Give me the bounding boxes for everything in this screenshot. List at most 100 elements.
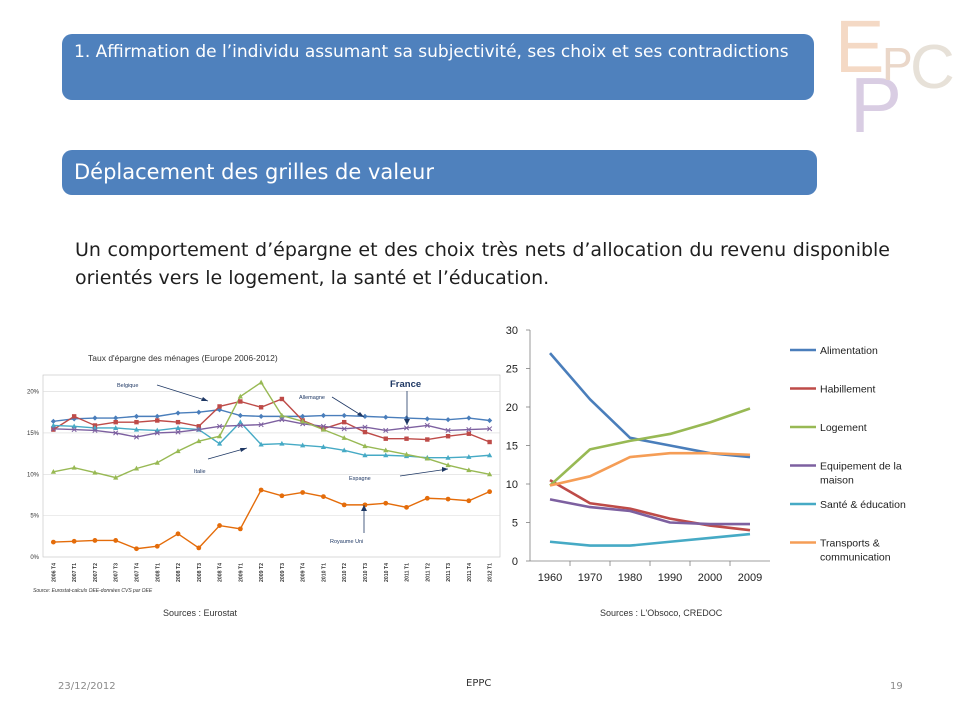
legend-label: Alimentation xyxy=(820,345,878,357)
series-line-alimentation xyxy=(549,352,751,459)
point-france xyxy=(466,427,472,433)
series-line-equipement-de-la-maison xyxy=(549,498,750,526)
point-royaume-uni xyxy=(258,487,264,493)
y-tick-label: 20% xyxy=(27,390,40,396)
series-line-royaume-uni xyxy=(53,489,490,550)
point-italie xyxy=(113,425,119,430)
point-espagne xyxy=(133,465,140,471)
point-allemagne xyxy=(196,409,202,415)
point-france xyxy=(154,430,160,436)
x-tick-label: 2010 T4 xyxy=(384,563,390,582)
point-italie xyxy=(383,452,389,458)
point-belgique xyxy=(404,436,409,441)
x-tick-label: 2009 T2 xyxy=(259,563,265,582)
x-tick-label: 1990 xyxy=(658,572,682,584)
intro-text: Un comportement d’épargne et des choix t… xyxy=(75,239,890,289)
point-france xyxy=(217,423,223,429)
x-tick-label: 2006 T4 xyxy=(51,563,57,582)
point-france xyxy=(487,426,493,432)
point-italie xyxy=(320,444,327,449)
x-tick-label: 2009 T3 xyxy=(280,563,286,582)
point-royaume-uni xyxy=(113,538,119,543)
point-france xyxy=(403,425,410,431)
x-tick-label: 2008 T1 xyxy=(155,563,161,582)
point-belgique xyxy=(238,399,243,404)
point-espagne xyxy=(300,418,306,424)
chart-title: Taux d'épargne des ménages (Europe 2006-… xyxy=(88,353,278,363)
x-tick-label: 2012 T1 xyxy=(488,563,494,582)
point-italie xyxy=(133,426,140,432)
point-allemagne xyxy=(300,413,306,419)
point-belgique xyxy=(258,405,264,410)
point-france xyxy=(133,434,140,440)
point-italie xyxy=(71,423,77,429)
point-royaume-uni xyxy=(134,546,139,552)
point-espagne xyxy=(445,462,451,468)
point-belgique xyxy=(383,436,388,441)
point-belgique xyxy=(279,396,285,402)
point-belgique xyxy=(217,404,222,409)
point-allemagne xyxy=(133,413,140,419)
point-belgique xyxy=(445,434,451,439)
label-espagne: Espagne xyxy=(349,476,371,482)
legend-item-sante-education: Santé & éducation xyxy=(790,499,906,511)
point-france xyxy=(258,422,264,428)
y-tick-label: 20 xyxy=(506,402,518,414)
y-tick-label: 25 xyxy=(506,364,518,376)
point-italie xyxy=(445,454,451,460)
label-allemagne: Allemagne xyxy=(299,395,325,401)
point-allemagne xyxy=(175,410,181,416)
chart-source-note: Source: Eurostat-calculs OEE-données CVS… xyxy=(33,588,153,594)
point-france xyxy=(113,430,119,436)
point-royaume-uni xyxy=(341,502,347,508)
x-tick-label: 2000 xyxy=(698,572,722,584)
point-espagne xyxy=(403,451,410,457)
point-espagne xyxy=(113,474,119,480)
legend-label: Equipement de la maison xyxy=(820,461,902,487)
point-espagne xyxy=(362,443,368,449)
point-royaume-uni xyxy=(175,531,181,537)
point-allemagne xyxy=(383,414,389,420)
legend-item-alimentation: Alimentation xyxy=(790,345,878,357)
logo-letter-c: C xyxy=(910,33,955,102)
point-espagne xyxy=(216,433,223,439)
series-line-habillement xyxy=(549,479,751,532)
x-tick-label: 2011 T3 xyxy=(446,563,452,582)
series-line-sante-education xyxy=(549,532,751,547)
x-tick-label: 2009 T4 xyxy=(301,563,307,582)
page-number: 19 xyxy=(890,681,903,692)
point-france xyxy=(71,427,77,433)
point-france xyxy=(196,427,202,433)
y-tick-label: 10% xyxy=(27,472,40,478)
point-espagne xyxy=(258,379,264,385)
point-belgique xyxy=(51,427,56,432)
point-royaume-uni xyxy=(300,490,306,495)
point-italie xyxy=(216,440,223,446)
point-france xyxy=(362,424,368,430)
footer-date: 23/12/2012 xyxy=(58,681,116,692)
x-tick-label: 2009 T1 xyxy=(238,563,244,582)
legend-item-transports-communication: Transports & communication xyxy=(790,538,891,564)
x-tick-label: 2008 T3 xyxy=(197,563,203,582)
point-belgique xyxy=(362,429,368,435)
point-belgique xyxy=(466,431,472,436)
y-tick-label: 0% xyxy=(30,555,39,561)
point-france xyxy=(320,423,326,429)
point-allemagne xyxy=(237,412,243,419)
point-royaume-uni xyxy=(92,538,98,543)
point-belgique xyxy=(134,419,139,425)
point-france xyxy=(279,417,285,423)
x-tick-label: 2008 T2 xyxy=(176,563,182,582)
point-espagne xyxy=(196,438,202,444)
point-allemagne xyxy=(92,415,98,421)
y-tick-label: 10 xyxy=(506,479,518,491)
point-belgique xyxy=(71,414,77,419)
y-tick-label: 0 xyxy=(512,556,518,568)
section-title-banner: 1. Affirmation de l’individu assumant sa… xyxy=(62,34,814,100)
point-allemagne xyxy=(113,415,119,421)
source-left: Sources : Eurostat xyxy=(163,608,238,618)
point-espagne xyxy=(383,447,389,453)
logo-letter-e: E xyxy=(835,5,884,88)
point-espagne xyxy=(320,426,327,432)
point-royaume-uni xyxy=(237,526,243,532)
